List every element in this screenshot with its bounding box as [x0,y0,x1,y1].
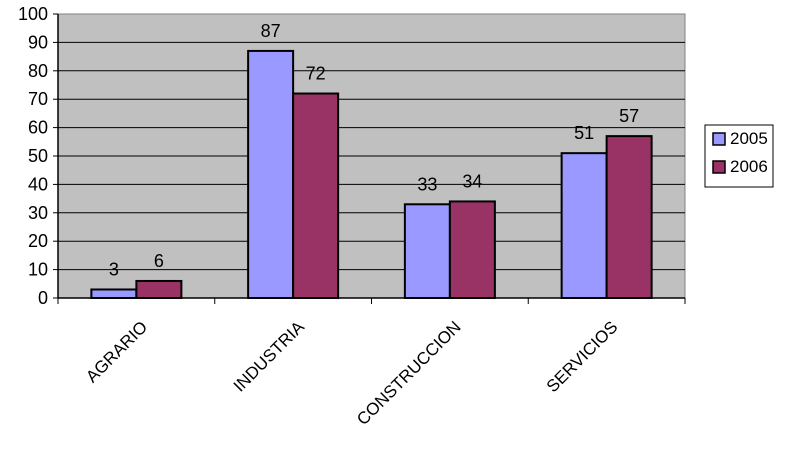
bar-2005-agrario [90,288,138,300]
x-tick-label: CONSTRUCCION [353,317,465,429]
y-tick-label: 10 [28,260,48,280]
legend-swatch-2006 [712,160,726,174]
legend-label: 2006 [730,157,768,176]
y-tick-label: 100 [18,4,48,24]
x-tick-label: AGRARIO [82,317,151,386]
y-tick-label: 80 [28,61,48,81]
data-labels: 3 6 87 72 33 34 51 57 [109,21,639,280]
data-label: 3 [109,259,119,279]
y-tick-label: 30 [28,203,48,223]
data-label: 34 [462,171,482,191]
data-label: 33 [417,174,437,194]
bar-2005-servicios [560,152,608,299]
bar-2006-servicios [605,135,653,299]
y-tick-label: 40 [28,174,48,194]
data-label: 87 [261,21,281,41]
y-tick-label: 90 [28,32,48,52]
y-tick-label: 0 [38,288,48,308]
y-tick-label: 70 [28,89,48,109]
x-tick-label: INDUSTRIA [230,317,309,396]
bar-2006-agrario [135,279,183,299]
legend-swatch-2005 [712,132,726,146]
y-axis-ticks: 0 10 20 30 40 50 60 70 80 90 100 [18,4,58,308]
legend: 2005 2006 [704,124,774,188]
y-tick-label: 20 [28,231,48,251]
bars [90,49,653,300]
data-label: 51 [574,123,594,143]
data-label: 72 [306,64,326,84]
bar-2005-construccion [403,203,451,299]
bar-2006-construccion [448,200,496,299]
bar-2005-industria [247,49,295,299]
x-tick-label: SERVICIOS [543,317,622,396]
data-label: 6 [154,251,164,271]
legend-label: 2005 [730,129,768,148]
y-tick-label: 60 [28,118,48,138]
x-axis-ticks: AGRARIO INDUSTRIA CONSTRUCCION SERVICIOS [57,298,686,429]
y-tick-label: 50 [28,146,48,166]
bar-2006-industria [292,92,340,299]
data-label: 57 [619,106,639,126]
